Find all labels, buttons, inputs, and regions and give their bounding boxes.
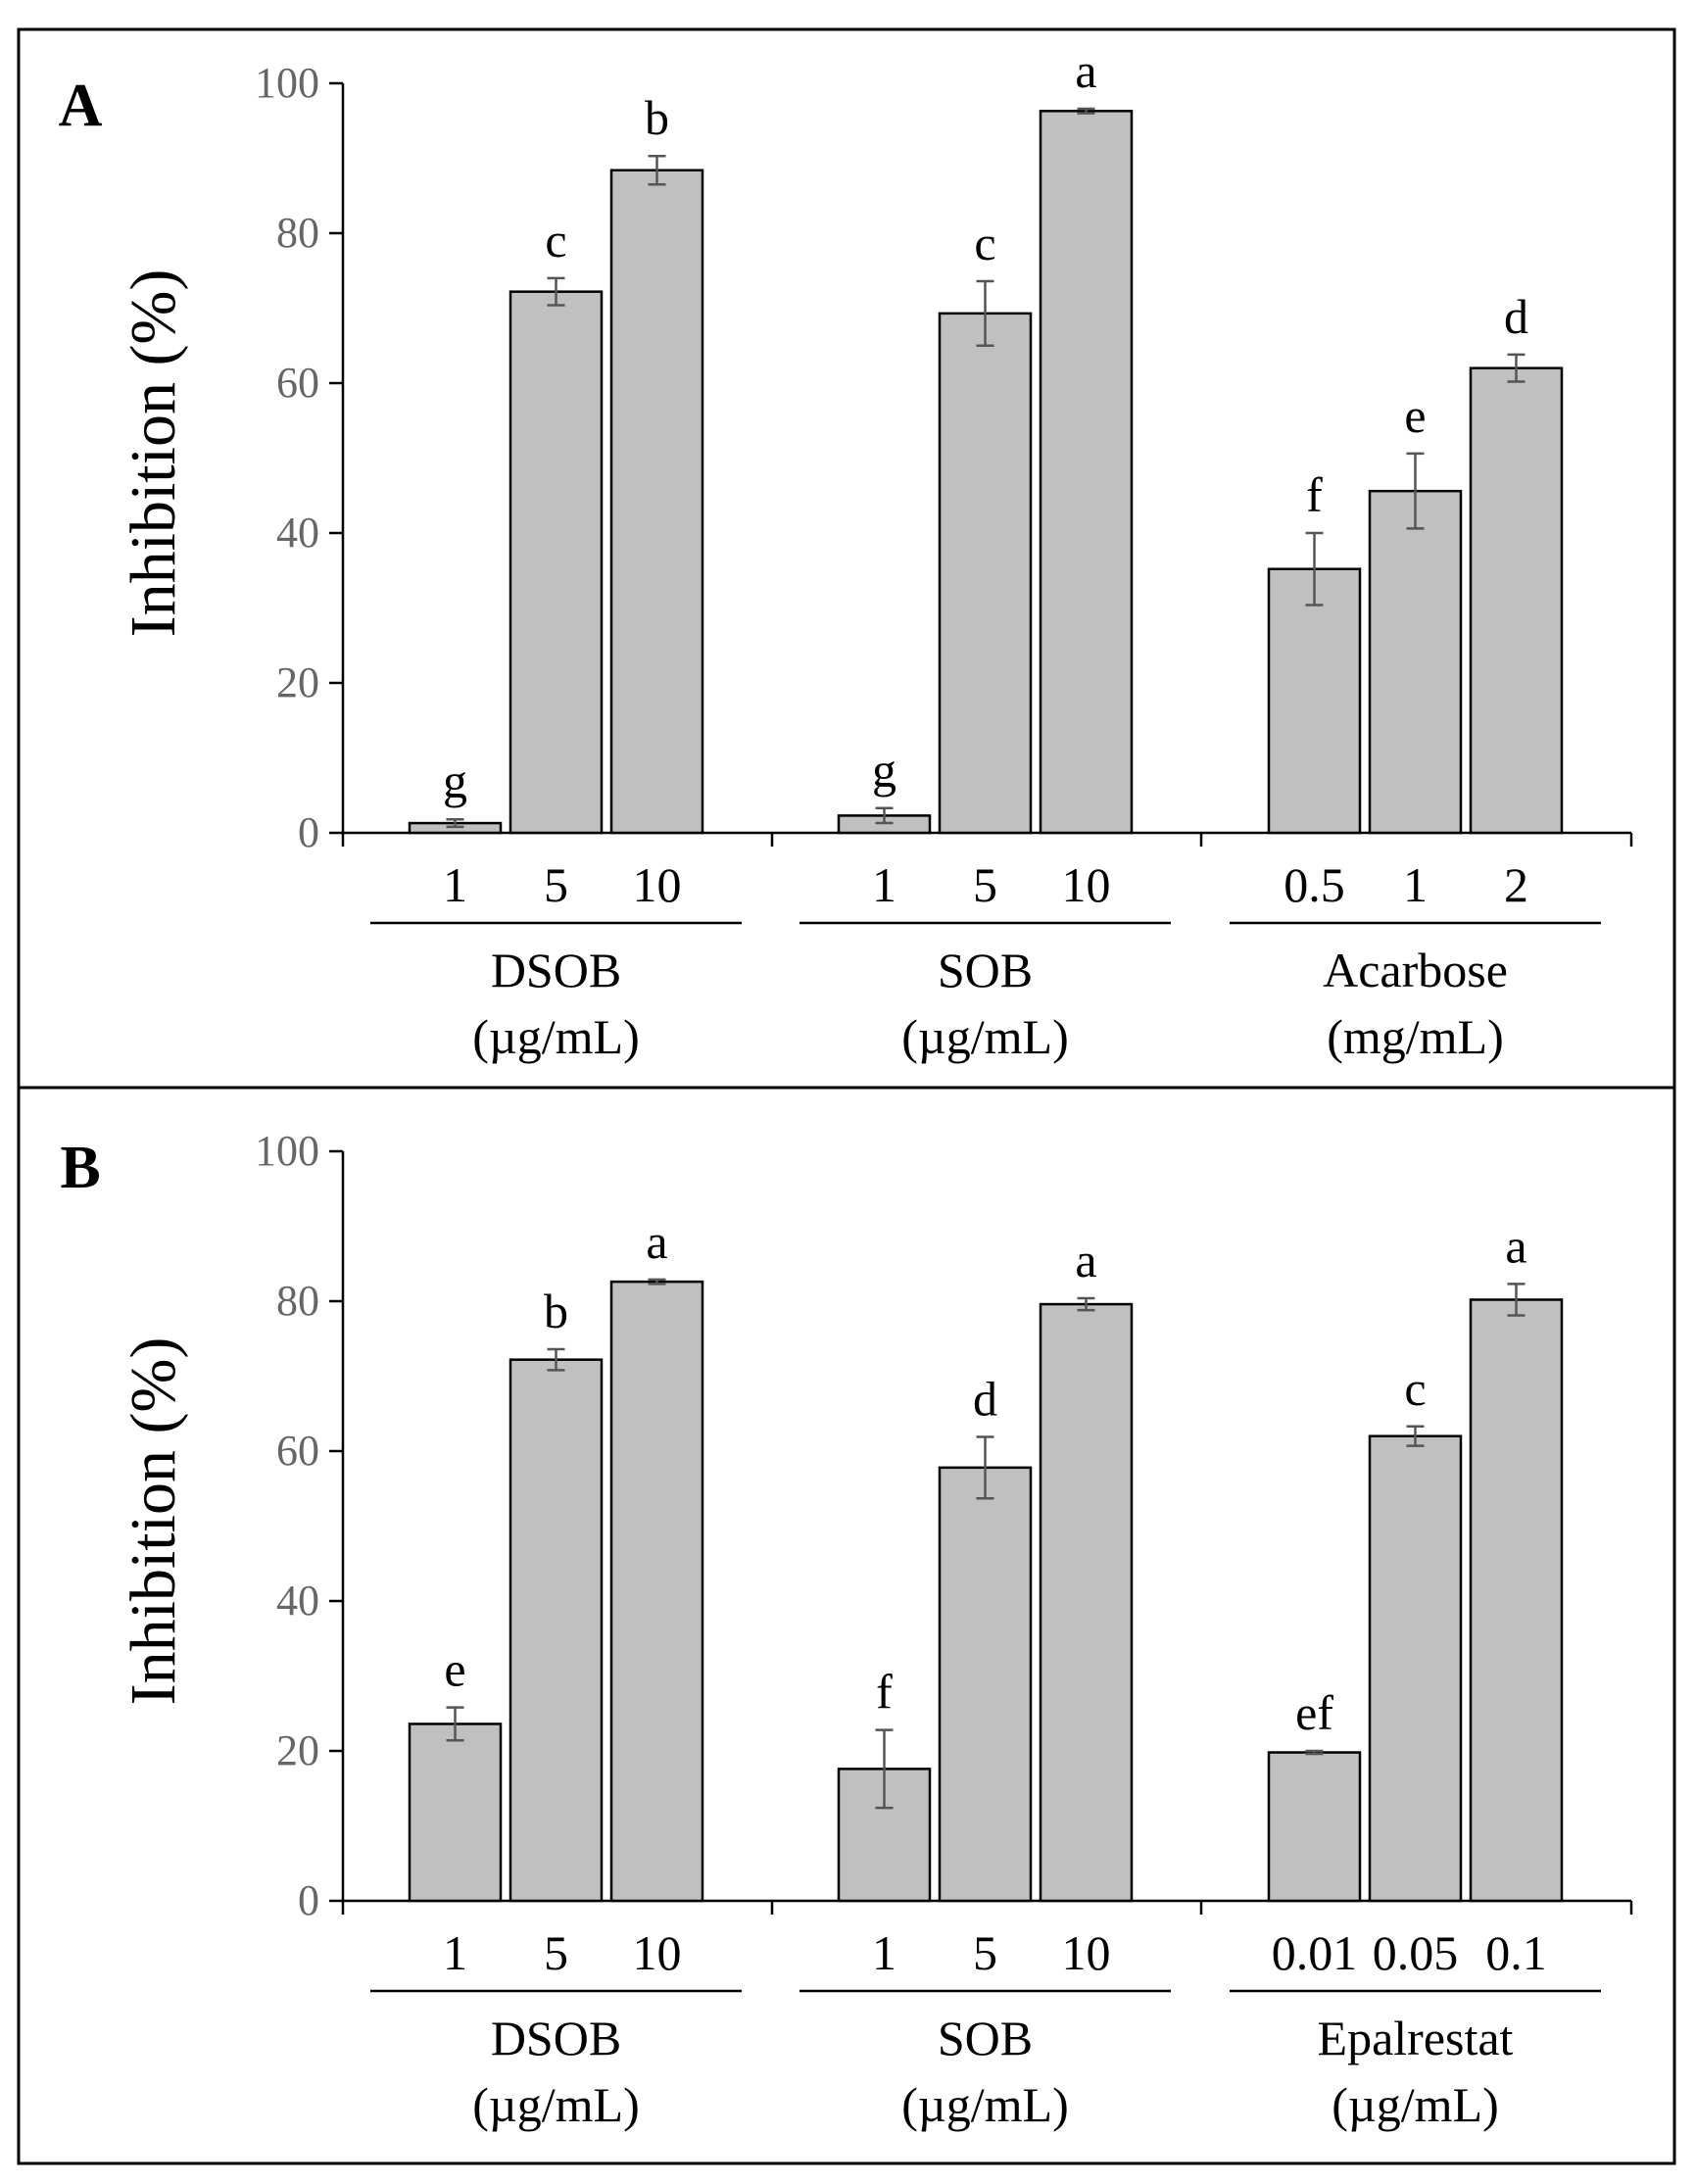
x-tick-label: 0.01 (1272, 1925, 1358, 1980)
bar (1469, 366, 1564, 835)
y-tick-label: 40 (276, 1577, 319, 1625)
significance-letter: g (872, 743, 896, 798)
x-tick-label: 0.5 (1283, 857, 1345, 912)
group-name: SOB (938, 943, 1033, 997)
y-tick-label: 20 (276, 1726, 319, 1774)
y-tick-label: 80 (276, 1277, 319, 1325)
x-tick-label: 10 (1062, 857, 1111, 912)
bar (1039, 1302, 1134, 1903)
significance-letter: c (1404, 1361, 1426, 1416)
group-unit: (µg/mL) (1332, 2077, 1498, 2132)
y-tick-label: 100 (255, 59, 319, 107)
x-tick-label: 5 (544, 1925, 568, 1980)
significance-letter: a (1075, 43, 1096, 98)
significance-letter: b (645, 90, 669, 145)
y-tick-label: 0 (298, 808, 319, 856)
group-unit: (µg/mL) (472, 2077, 639, 2132)
bar (938, 1466, 1033, 1903)
x-tick-label: 5 (973, 1925, 997, 1980)
bar (938, 312, 1033, 835)
significance-letter: c (974, 216, 995, 270)
significance-letter: f (1306, 467, 1323, 522)
x-tick-label: 0.05 (1373, 1925, 1459, 1980)
group-name: DSOB (491, 2011, 621, 2065)
bar (1368, 489, 1463, 835)
bar (609, 169, 704, 835)
group-unit: (µg/mL) (472, 1009, 639, 1064)
y-tick-label: 20 (276, 658, 319, 706)
bar (1267, 1751, 1362, 1903)
y-tick-label: 40 (276, 509, 319, 557)
x-tick-label: 5 (544, 857, 568, 912)
bar (1039, 110, 1134, 835)
significance-letter: ef (1295, 1685, 1333, 1740)
x-tick-label: 1 (872, 857, 896, 912)
panel-label: A (59, 73, 103, 139)
significance-letter: d (1504, 289, 1528, 344)
x-tick-label: 0.1 (1485, 1925, 1547, 1980)
x-tick-label: 1 (443, 857, 467, 912)
x-tick-label: 1 (872, 1925, 896, 1980)
x-tick-label: 5 (973, 857, 997, 912)
x-tick-label: 10 (1062, 1925, 1111, 1980)
significance-letter: b (544, 1284, 568, 1338)
bar (408, 1723, 503, 1903)
y-axis-label: Inhibition (%) (118, 1337, 189, 1706)
group-unit: (mg/mL) (1327, 1009, 1504, 1064)
bar (1267, 567, 1362, 835)
significance-letter: a (1075, 1233, 1096, 1287)
significance-letter: c (545, 213, 566, 267)
x-tick-label: 10 (633, 1925, 682, 1980)
bar (508, 1358, 604, 1903)
significance-letter: d (973, 1371, 997, 1426)
significance-letter: e (1404, 388, 1426, 443)
bar (1469, 1298, 1564, 1903)
x-tick-label: 1 (1403, 857, 1428, 912)
significance-letter: g (443, 753, 467, 808)
y-axis-label: Inhibition (%) (118, 269, 189, 638)
bar (609, 1280, 704, 1903)
bar (1368, 1434, 1463, 1903)
x-tick-label: 1 (443, 1925, 467, 1980)
significance-letter: a (1505, 1218, 1526, 1273)
y-tick-label: 100 (255, 1127, 319, 1175)
significance-letter: f (876, 1665, 893, 1720)
bar (508, 290, 604, 835)
group-name: DSOB (491, 943, 621, 997)
y-tick-label: 60 (276, 359, 319, 407)
y-tick-label: 80 (276, 209, 319, 257)
x-tick-label: 10 (633, 857, 682, 912)
significance-letter: a (646, 1214, 667, 1269)
significance-letter: e (444, 1642, 465, 1697)
panel-label: B (60, 1135, 100, 1201)
group-unit: (µg/mL) (901, 1009, 1068, 1064)
group-name: Acarbose (1323, 943, 1508, 997)
group-name: SOB (938, 2011, 1033, 2065)
group-name: Epalrestat (1318, 2011, 1514, 2065)
group-unit: (µg/mL) (901, 2077, 1068, 2132)
y-tick-label: 60 (276, 1427, 319, 1475)
y-tick-label: 0 (298, 1876, 319, 1924)
x-tick-label: 2 (1504, 857, 1528, 912)
